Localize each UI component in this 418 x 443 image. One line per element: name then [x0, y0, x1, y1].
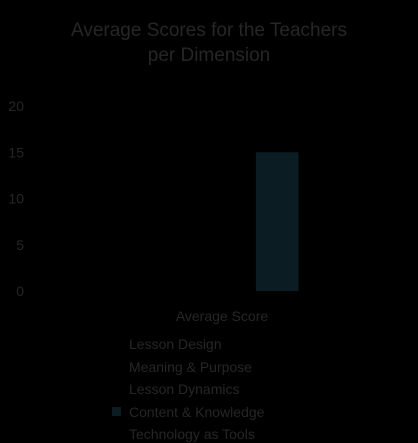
legend-swatch — [112, 407, 121, 417]
legend: Lesson Design Meaning & Purpose Lesson Dyn… — [112, 332, 264, 443]
legend-item: Lesson Design — [112, 332, 264, 355]
legend-swatch — [112, 429, 121, 439]
legend-item: Meaning & Purpose — [112, 355, 264, 378]
y-tick-label-20: 20 — [8, 98, 24, 114]
legend-item: Lesson Dynamics — [112, 377, 264, 400]
chart-title-line-1: Average Scores for the Teachers — [70, 20, 347, 41]
legend-label: Lesson Design — [129, 336, 222, 353]
y-tick-label-15: 15 — [8, 144, 24, 160]
legend-item: Content & Knowledge — [112, 400, 264, 423]
chart-title-line-2: per Dimension — [147, 45, 271, 66]
legend-swatch — [112, 362, 121, 372]
bar-content-knowledge — [255, 152, 299, 292]
x-category-label: Average Score — [176, 308, 269, 324]
legend-label: Content & Knowledge — [129, 403, 265, 420]
legend-item: Technology as Tools — [112, 422, 264, 443]
legend-swatch — [112, 339, 121, 349]
y-tick-label-5: 5 — [16, 237, 24, 253]
y-tick-label-0: 0 — [16, 283, 24, 299]
chart-title: Average Scores for the Teachers per Dime… — [0, 18, 418, 68]
legend-swatch — [112, 384, 121, 394]
y-tick-label-10: 10 — [8, 191, 24, 207]
legend-label: Lesson Dynamics — [129, 381, 240, 398]
legend-label: Technology as Tools — [129, 426, 255, 443]
legend-label: Meaning & Purpose — [129, 358, 252, 375]
